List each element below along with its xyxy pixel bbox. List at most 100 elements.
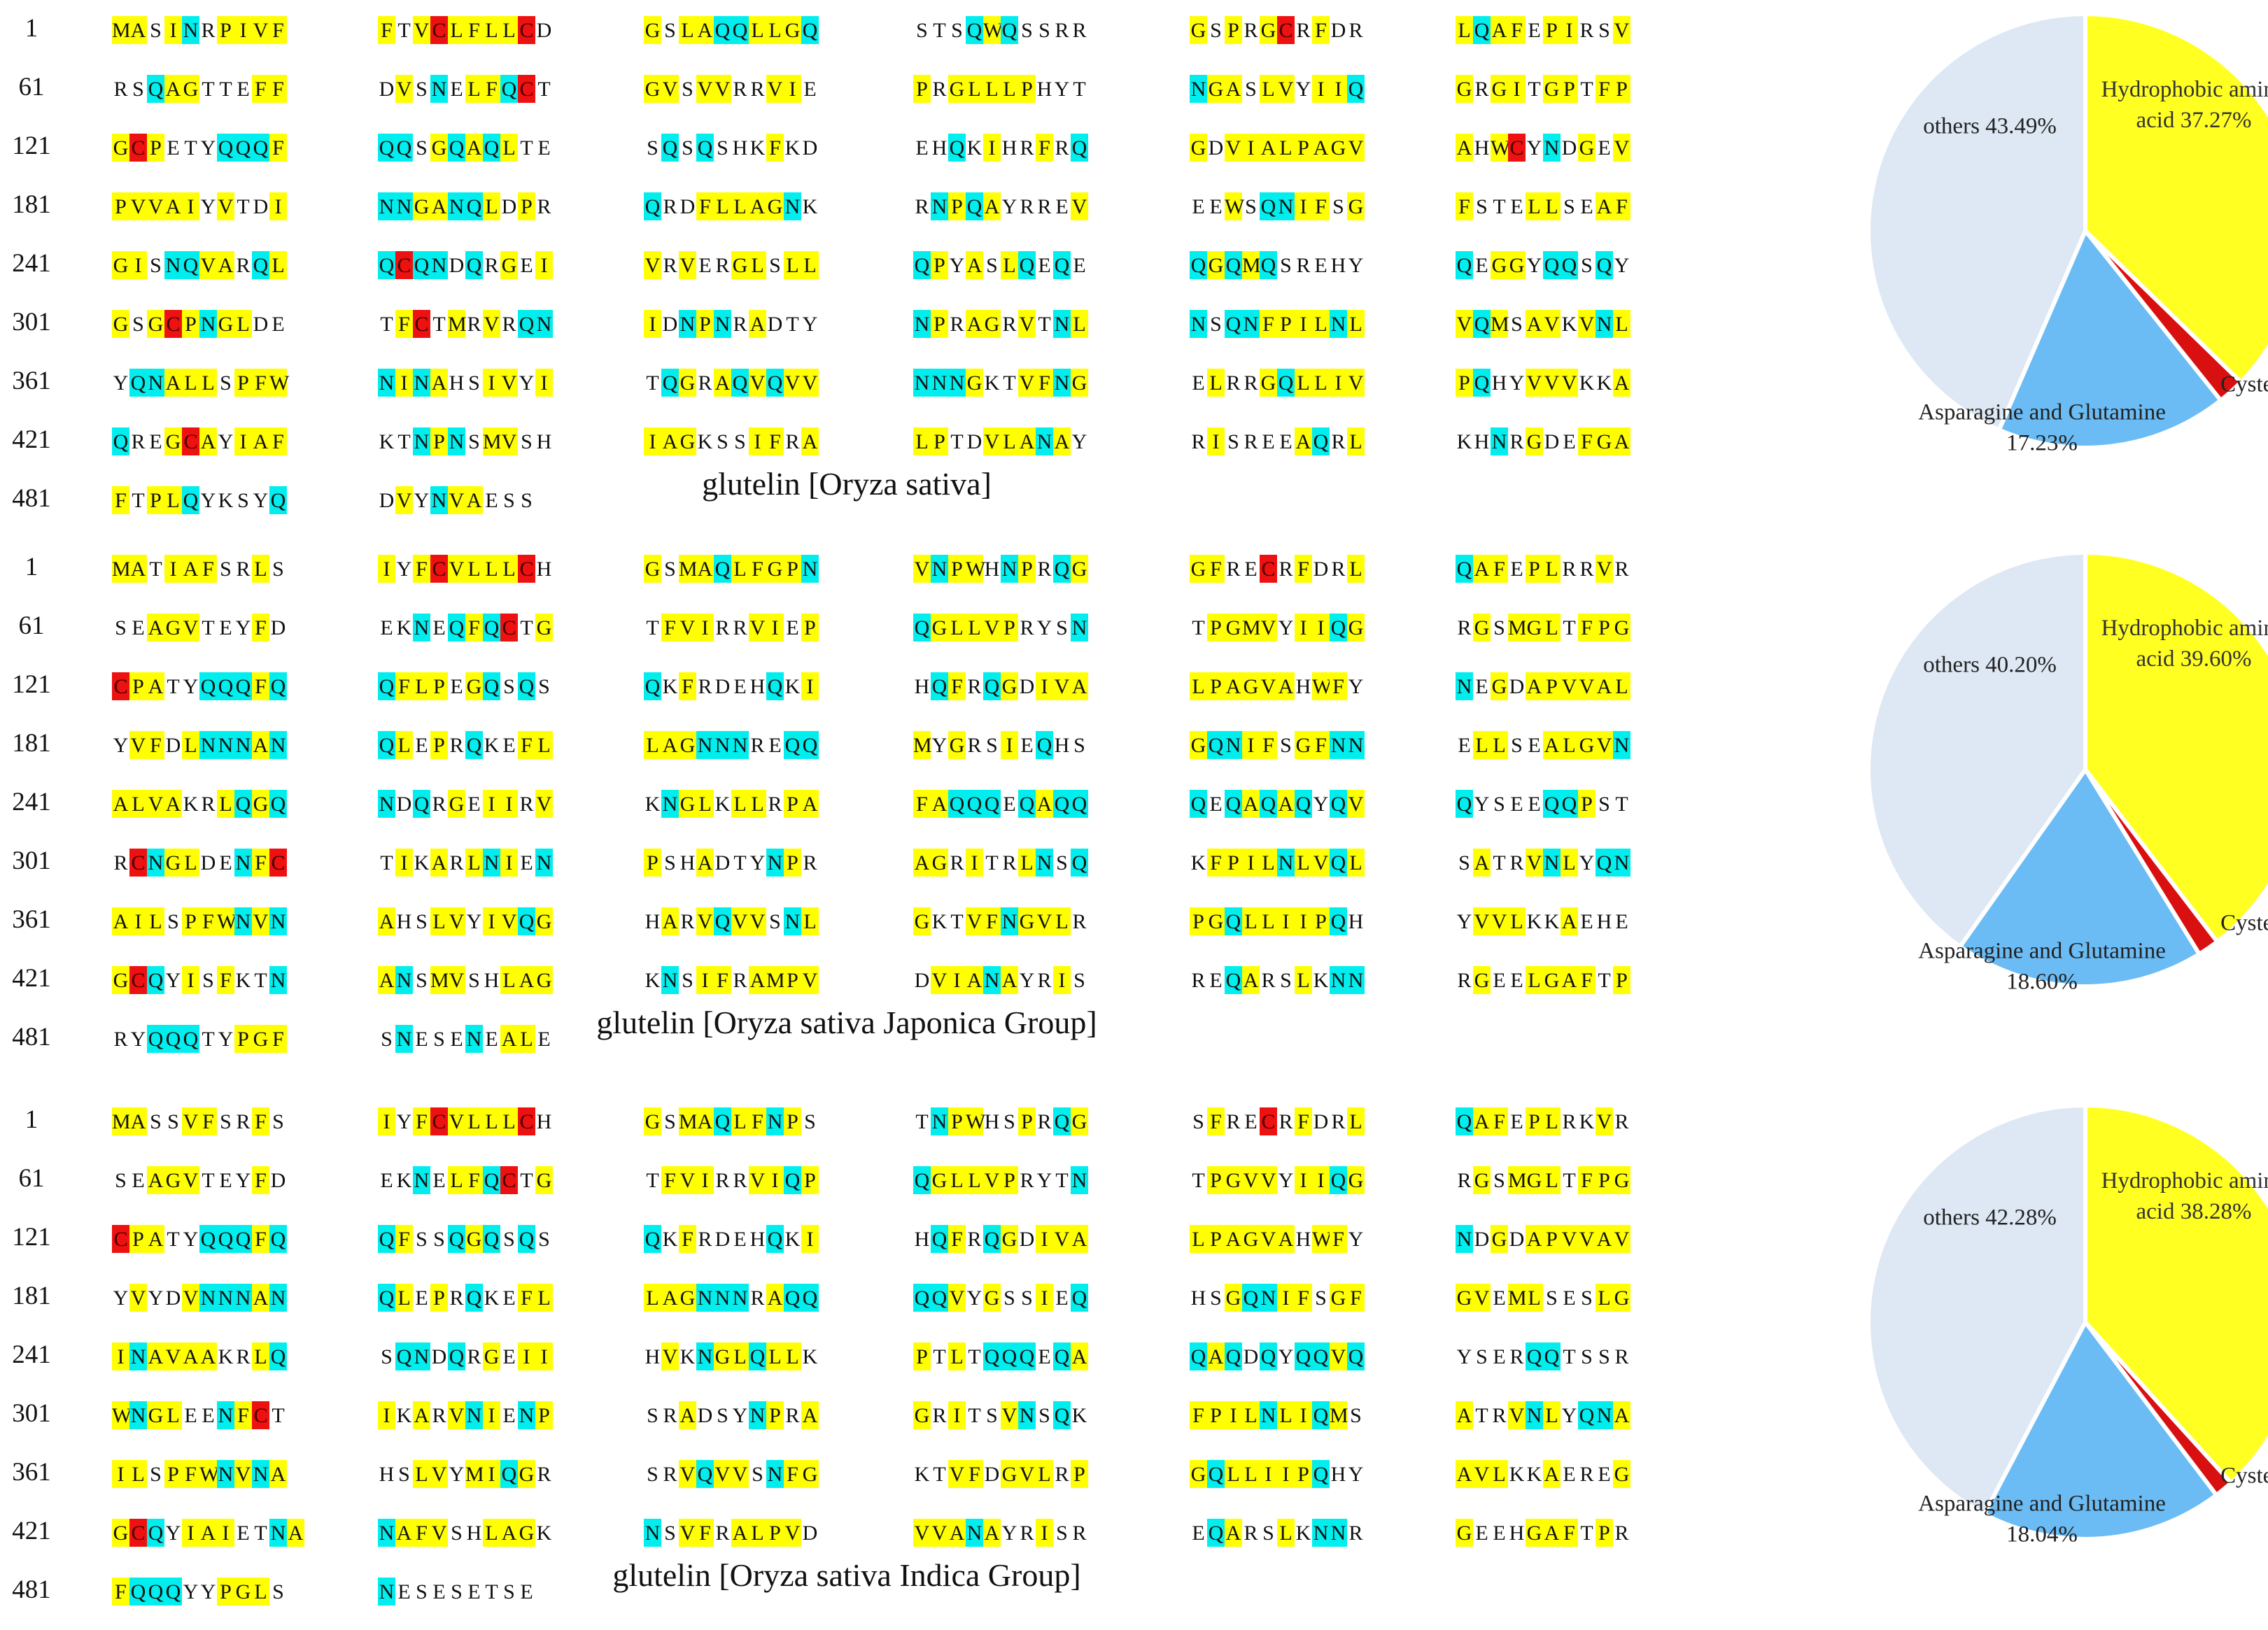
residue: Q: [129, 1578, 147, 1606]
residue: M: [1508, 1166, 1527, 1195]
residue: K: [749, 136, 766, 160]
residue: Q: [500, 75, 518, 104]
residue: E: [1262, 430, 1275, 454]
residue: F: [518, 731, 535, 760]
residue: Q: [395, 134, 413, 162]
residue: K: [379, 430, 395, 454]
residue: A: [413, 1401, 430, 1430]
residue: A: [913, 849, 931, 877]
residue: L: [1508, 907, 1526, 936]
residue: R: [932, 78, 947, 101]
residue: M: [1491, 310, 1509, 339]
residue: C: [518, 75, 535, 104]
residue: E: [1314, 254, 1327, 278]
sequence-block: T F C T MR V R Q N: [378, 306, 553, 339]
residue: V: [948, 1460, 966, 1489]
residue: G: [535, 614, 553, 642]
residue: H: [1474, 136, 1490, 160]
residue: Y: [200, 489, 216, 513]
residue: S: [1493, 616, 1505, 640]
residue: Q: [966, 790, 983, 818]
residue: F: [1295, 555, 1312, 583]
residue: Y: [113, 1287, 129, 1310]
residue: N: [395, 966, 413, 995]
residue: Q: [801, 1284, 819, 1312]
residue: F: [252, 849, 269, 877]
residue: C: [112, 1225, 129, 1254]
residue: A: [766, 1284, 784, 1312]
residue: S: [150, 19, 162, 43]
residue: F: [1578, 427, 1596, 456]
pie-label-asn_gln: 18.04%: [2006, 1522, 2078, 1547]
residue: F: [269, 16, 287, 45]
residue: Q: [766, 369, 784, 397]
residue: Q: [448, 1342, 465, 1371]
residue: N: [518, 1401, 535, 1430]
residue: R: [1002, 851, 1017, 875]
residue: I: [129, 907, 147, 936]
residue: R: [1614, 1345, 1629, 1369]
residue: V: [182, 1107, 199, 1136]
residue: G: [535, 1166, 553, 1195]
residue: I: [966, 849, 983, 877]
residue: G: [1071, 555, 1088, 583]
residue: H: [1295, 675, 1311, 699]
residue: Q: [518, 310, 535, 339]
residue: P: [1018, 75, 1036, 104]
residue: T: [397, 430, 411, 454]
residue: Q: [1260, 251, 1277, 280]
residue: S: [664, 19, 676, 43]
residue: L: [465, 1107, 483, 1136]
residue: S: [1511, 313, 1523, 336]
residue: T: [219, 78, 232, 101]
residue: E: [1244, 1110, 1258, 1134]
residue: K: [1561, 313, 1577, 336]
residue: D: [714, 851, 731, 875]
residue: L: [252, 1578, 269, 1606]
residue: R: [715, 254, 730, 278]
residue: N: [1543, 134, 1561, 162]
residue: V: [801, 966, 819, 995]
residue: F: [112, 486, 129, 515]
residue: Q: [1561, 790, 1578, 818]
residue: G: [1347, 614, 1365, 642]
residue: I: [164, 16, 182, 45]
residue: Q: [661, 134, 679, 162]
residue: Q: [766, 1225, 784, 1254]
residue: V: [766, 75, 784, 104]
residue: R: [1037, 969, 1052, 993]
residue: G: [1207, 75, 1225, 104]
residue: Q: [1018, 790, 1036, 818]
residue: R: [1072, 19, 1087, 43]
residue: I: [983, 134, 1001, 162]
residue: G: [535, 907, 553, 936]
residue: A: [1277, 672, 1295, 701]
residue: Q: [1207, 1460, 1225, 1489]
residue: K: [966, 136, 982, 160]
residue: G: [252, 790, 269, 818]
residue: R: [1020, 616, 1034, 640]
residue: Y: [1561, 1404, 1577, 1428]
residue: D: [1019, 675, 1035, 699]
residue: K: [662, 675, 678, 699]
residue: S: [237, 489, 249, 513]
residue: G: [1347, 192, 1365, 221]
residue: V: [696, 75, 714, 104]
sequence-block: WN G L E E N F C T: [112, 1398, 287, 1430]
residue: G: [714, 1342, 731, 1371]
residue-number: 481: [12, 1023, 51, 1051]
residue: L: [413, 1460, 430, 1489]
residue: R: [1037, 1110, 1052, 1134]
residue: Q: [483, 134, 500, 162]
residue: S: [769, 910, 781, 934]
residue: L: [1347, 1107, 1365, 1136]
residue: F: [413, 1519, 430, 1547]
